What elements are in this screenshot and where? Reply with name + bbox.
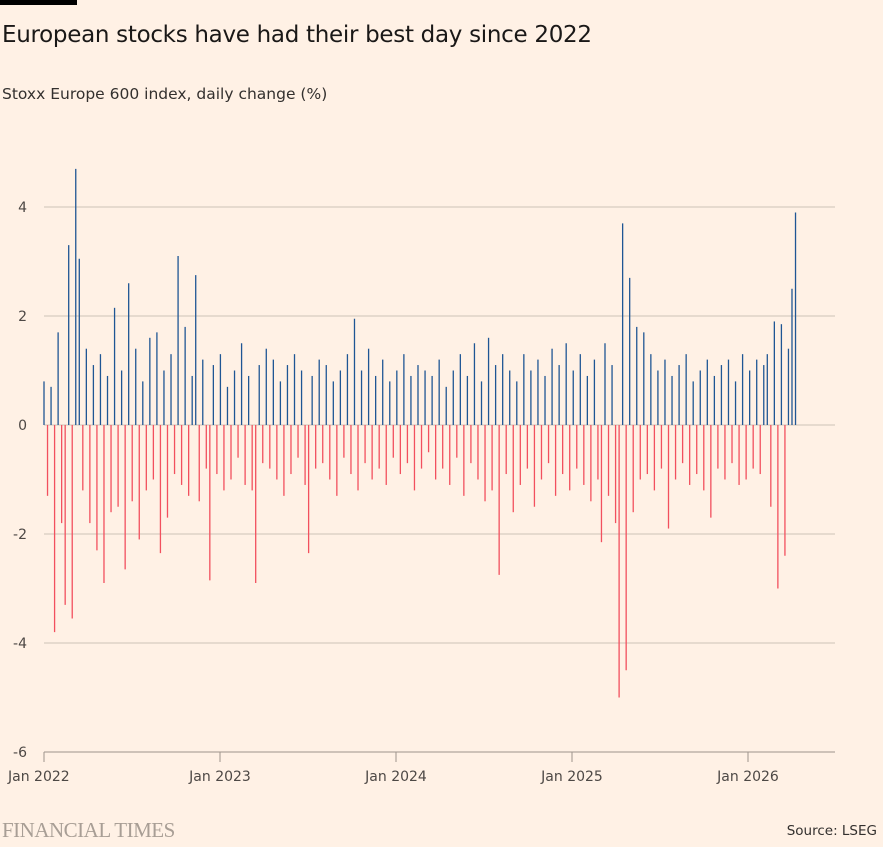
y-tick-label: 2 (18, 309, 27, 325)
y-tick-label: -2 (13, 527, 27, 543)
x-tick-label: Jan 2022 (7, 769, 70, 785)
chart-title: European stocks have had their best day … (2, 22, 592, 48)
x-tick-label: Jan 2025 (540, 769, 603, 785)
x-tick-label: Jan 2023 (188, 769, 251, 785)
y-tick-label: -4 (13, 636, 27, 652)
y-tick-label: -6 (13, 745, 27, 761)
y-tick-label: 0 (18, 418, 27, 434)
source-note: Source: LSEG (786, 823, 877, 839)
x-tick-label: Jan 2024 (364, 769, 427, 785)
chart-subtitle: Stoxx Europe 600 index, daily change (%) (2, 85, 328, 103)
ft-logo: FINANCIAL TIMES (2, 818, 175, 842)
x-tick-label: Jan 2026 (716, 769, 779, 785)
y-tick-label: 4 (18, 200, 27, 216)
ft-top-bar (0, 0, 77, 5)
